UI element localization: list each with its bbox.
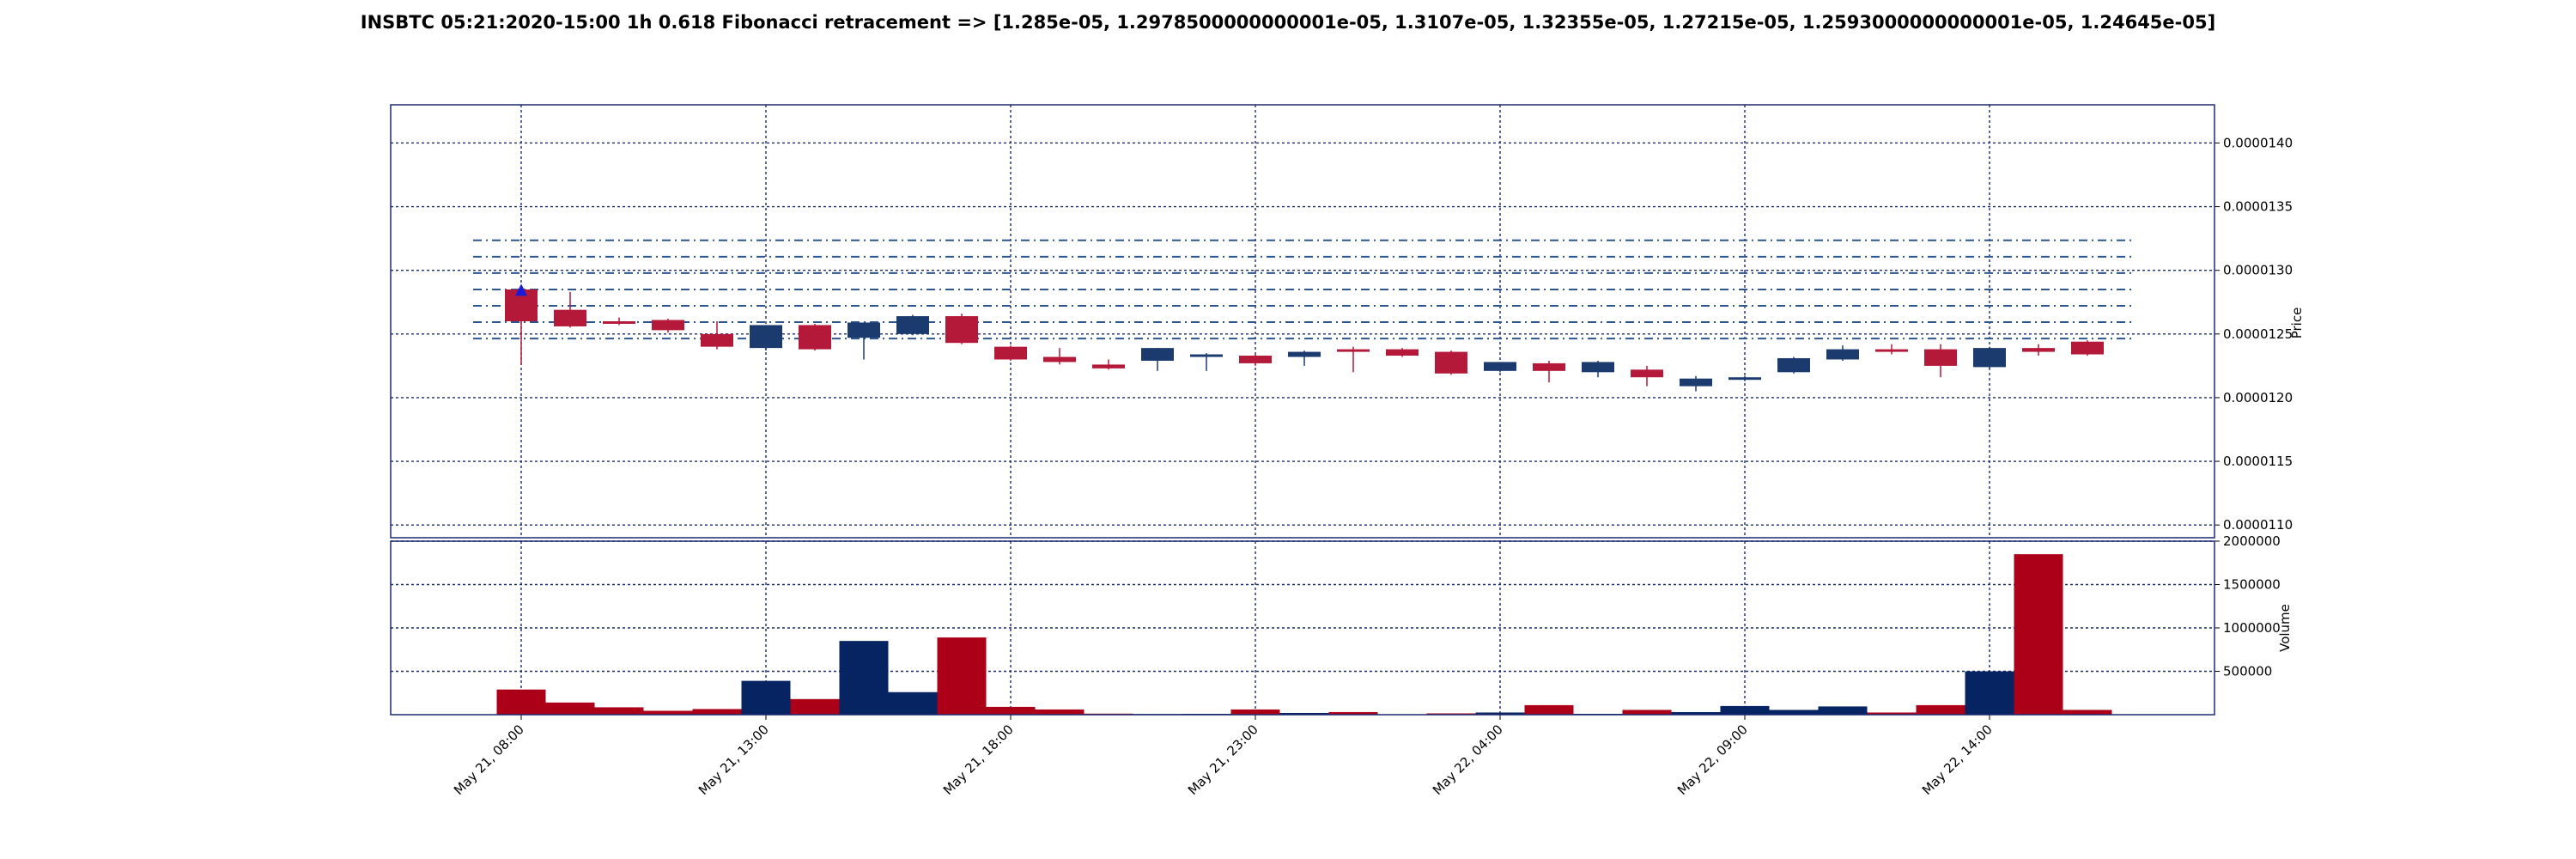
x-tick-label: May 22, 04:00 — [1430, 722, 1506, 798]
volume-axis-label: Volume — [2277, 604, 2293, 652]
volume-tick-label: 1500000 — [2223, 577, 2281, 593]
candle-body — [799, 325, 831, 350]
volume-bar — [1916, 704, 1965, 715]
volume-bar — [2063, 710, 2112, 715]
candle-body — [701, 333, 733, 347]
volume-bar — [1622, 710, 1672, 715]
candle-body — [1092, 364, 1125, 369]
volume-bar — [1965, 671, 2014, 715]
candle-body — [554, 309, 586, 326]
candle-body — [1680, 378, 1712, 387]
x-tick-label: May 21, 18:00 — [940, 722, 1017, 798]
price-grid — [391, 105, 2215, 538]
volume-bar — [839, 641, 889, 715]
price-axis: 0.0000110 0.0000115 0.0000120 0.0000125 0.00… — [2215, 135, 2293, 533]
candle-body — [994, 346, 1027, 360]
candle-body — [750, 325, 782, 349]
candle-body — [1239, 356, 1272, 363]
volume-bar — [986, 706, 1036, 715]
signal-marker — [515, 283, 527, 296]
candle-body — [1435, 351, 1467, 374]
candle-body — [1777, 357, 1810, 373]
volume-tick-label: 500000 — [2223, 664, 2272, 679]
candle-body — [1288, 351, 1321, 357]
volume-bar — [741, 680, 791, 715]
volume-bar — [496, 689, 546, 715]
volume-bar — [643, 710, 693, 715]
price-axis-label: Price — [2289, 308, 2305, 339]
candle-body — [2022, 348, 2055, 352]
volume-bar — [1279, 712, 1329, 715]
x-tick-label: May 22, 09:00 — [1674, 722, 1751, 798]
candle-body — [1533, 362, 1565, 371]
volume-bar — [1328, 711, 1378, 715]
volume-bar — [2014, 554, 2063, 715]
price-tick-label: 0.0000125 — [2223, 326, 2293, 342]
x-tick-label: May 21, 23:00 — [1185, 722, 1261, 798]
candle-body — [603, 321, 635, 324]
candle-body — [1631, 369, 1663, 378]
chart-title: INSBTC 05:21:2020-15:00 1h 0.618 Fibonac… — [360, 12, 2216, 33]
candle-body — [945, 316, 978, 344]
volume-bar — [1475, 712, 1525, 715]
x-tick-label: May 22, 14:00 — [1919, 722, 1996, 798]
volume-bar — [545, 702, 595, 715]
volume-bar — [1818, 706, 1868, 715]
x-tick-label: May 21, 08:00 — [451, 722, 527, 798]
candle-body — [2071, 341, 2104, 355]
volume-grid — [391, 540, 2215, 715]
candle-body — [1875, 349, 1908, 352]
volume-bar — [1524, 704, 1574, 715]
volume-bar — [1671, 711, 1721, 715]
candle-body — [1924, 349, 1957, 366]
candle-body — [1728, 377, 1761, 381]
volume-axis: 500000 1000000 1500000 2000000 — [2215, 533, 2281, 679]
x-axis: May 21, 08:00 May 21, 13:00 May 21, 18:00 M… — [451, 715, 1996, 798]
price-tick-label: 0.0000120 — [2223, 390, 2293, 405]
volume-bars — [496, 554, 2112, 715]
volume-tick-label: 1000000 — [2223, 620, 2281, 636]
volume-tick-label: 2000000 — [2223, 533, 2281, 549]
volume-bar — [1867, 712, 1917, 715]
candle-body — [1043, 356, 1076, 362]
price-panel-frame — [390, 104, 2215, 539]
volume-bar — [888, 691, 938, 715]
volume-bar — [594, 707, 644, 715]
candle-body — [652, 320, 684, 331]
volume-bar — [1426, 713, 1476, 715]
volume-bar — [937, 637, 987, 715]
candle-body — [1484, 362, 1516, 371]
volume-bar — [1035, 709, 1084, 715]
volume-bar — [1769, 710, 1819, 715]
volume-panel-frame — [390, 540, 2215, 716]
candle-body — [1582, 362, 1614, 373]
price-tick-label: 0.0000130 — [2223, 263, 2293, 278]
volume-bar — [1720, 705, 1770, 715]
price-tick-label: 0.0000140 — [2223, 135, 2293, 150]
volume-bar — [1230, 709, 1280, 715]
candle-body — [1973, 348, 2006, 368]
candle-body — [1337, 349, 1370, 352]
candle-body — [1141, 348, 1174, 361]
candle-body — [848, 322, 880, 338]
candle-body — [896, 316, 929, 334]
candle-body — [1190, 354, 1223, 357]
x-tick-label: May 21, 13:00 — [696, 722, 772, 798]
volume-bar — [790, 698, 840, 715]
candle-body — [1386, 349, 1419, 356]
fibonacci-levels — [473, 239, 2132, 340]
candle-body — [1826, 349, 1859, 360]
price-tick-label: 0.0000115 — [2223, 454, 2293, 469]
price-tick-label: 0.0000135 — [2223, 199, 2293, 215]
candles — [505, 283, 2104, 392]
volume-bar — [692, 709, 742, 715]
price-tick-label: 0.0000110 — [2223, 517, 2293, 533]
